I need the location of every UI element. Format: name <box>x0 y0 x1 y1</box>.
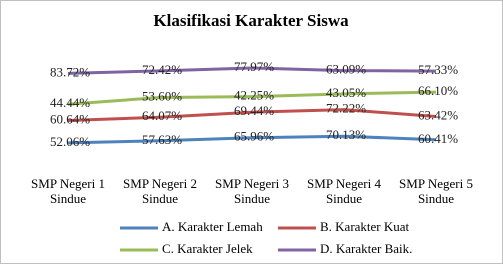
data-label: 60.64% <box>50 112 90 127</box>
data-label: 64.07% <box>142 108 182 123</box>
data-label: 57.33% <box>418 62 458 77</box>
data-label: 63.42% <box>418 107 458 122</box>
data-label: 43.05% <box>326 85 366 100</box>
legend-label: A. Karakter Lemah <box>162 219 263 234</box>
data-label: 44.44% <box>50 95 90 110</box>
series-line <box>67 90 437 106</box>
legend-label: D. Karakter Baik. <box>320 241 412 256</box>
x-tick-label: SMP Negeri 5 Sindue <box>399 176 473 206</box>
x-tick-label: SMP Negeri 3 Sindue <box>215 176 289 206</box>
data-label: 66.10% <box>418 83 458 98</box>
data-label: 42.25% <box>234 88 274 103</box>
chart-title: Klasifikasi Karakter Siswa <box>153 11 349 30</box>
data-label: 83.72% <box>50 64 90 79</box>
series-line <box>67 134 437 145</box>
x-tick-label: SMP Negeri 4 Sindue <box>307 176 381 206</box>
data-label: 72.42% <box>142 62 182 77</box>
legend-label: B. Karakter Kuat <box>320 219 410 234</box>
data-label: 72.22% <box>326 101 366 116</box>
x-tick-label: SMP Negeri 1 Sindue <box>31 176 105 206</box>
data-label: 69.44% <box>234 103 274 118</box>
x-tick-label: SMP Negeri 2 Sindue <box>123 176 197 206</box>
legend-label: C. Karakter Jelek <box>162 241 253 256</box>
series-line <box>67 108 437 123</box>
data-label: 57.63% <box>142 132 182 147</box>
data-label: 77.97% <box>234 59 274 74</box>
data-label: 70.13% <box>326 127 366 142</box>
series-line <box>67 66 437 75</box>
data-label: 65.96% <box>234 129 274 144</box>
data-label: 63.09% <box>326 62 366 77</box>
data-label: 53.60% <box>142 89 182 104</box>
data-label: 52.06% <box>50 134 90 149</box>
data-label: 60.41% <box>418 131 458 146</box>
